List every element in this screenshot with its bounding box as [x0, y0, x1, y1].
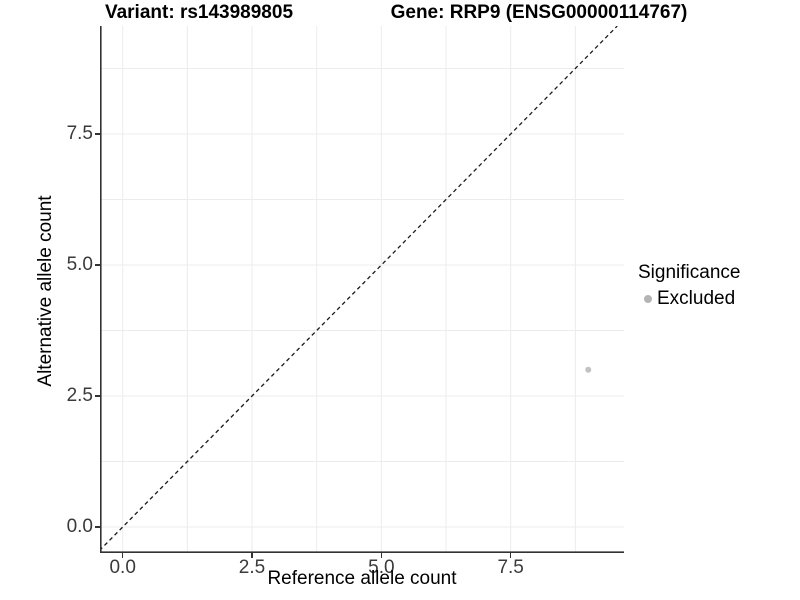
y-tick-label: 7.5 [66, 123, 93, 144]
legend-item-excluded: Excluded [638, 288, 740, 310]
data-point [585, 366, 592, 373]
legend: Significance Excluded [638, 261, 740, 310]
y-tick-label: 5.0 [66, 254, 93, 275]
x-tick-label: 7.5 [497, 557, 524, 578]
x-tick-label: 5.0 [368, 557, 395, 578]
x-tick-mark [251, 553, 253, 558]
y-tick-label: 0.0 [66, 516, 93, 537]
y-tick-mark [95, 133, 100, 135]
x-tick-mark [380, 553, 383, 558]
x-axis-title: Reference allele count [267, 568, 457, 589]
x-tick-label: 0.0 [109, 557, 136, 578]
x-tick-label: 2.5 [238, 557, 266, 578]
x-tick-mark [509, 553, 512, 558]
plot-title-variant: Variant: rs143989805 [104, 2, 294, 23]
y-tick-mark [95, 264, 100, 266]
y-tick-mark [95, 395, 100, 397]
y-tick-mark [95, 526, 100, 528]
identity-reference-line [100, 26, 618, 551]
x-tick-mark [121, 553, 124, 558]
legend-point-icon [644, 295, 652, 303]
plot-title-gene: Gene: RRP9 (ENSG00000114767) [390, 2, 688, 23]
y-axis-title: Alternative allele count [35, 195, 56, 387]
y-tick-label: 2.5 [66, 385, 93, 406]
legend-item-label: Excluded [657, 288, 736, 309]
legend-title: Significance [638, 262, 741, 283]
plot-panel [100, 26, 624, 553]
